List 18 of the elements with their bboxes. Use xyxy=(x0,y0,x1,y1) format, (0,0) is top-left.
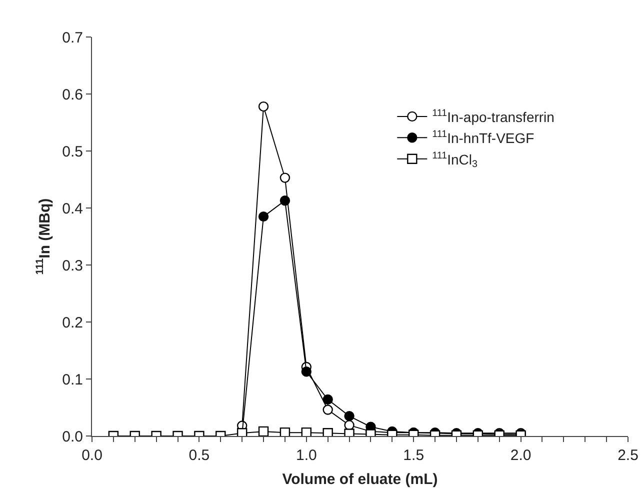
x-tick-label: 2.0 xyxy=(510,447,532,464)
y-tick-label: 0.3 xyxy=(62,257,83,274)
legend-label: $^{111}$InCl$_{3}$ xyxy=(432,150,478,170)
y-tick-label: 0.5 xyxy=(62,143,83,160)
x-tick-label: 0.5 xyxy=(188,447,210,464)
y-tick-label: 0.6 xyxy=(62,86,83,104)
x-axis-title: Volume of eluate (mL) xyxy=(282,471,438,488)
x-tick-label: 0.0 xyxy=(82,447,102,464)
x-tick-label: 2.5 xyxy=(618,447,638,464)
legend-label: $^{111}$In-apo-transferrin xyxy=(432,108,554,125)
y-tick-label: 0.2 xyxy=(62,314,83,332)
y-tick-label: 0.0 xyxy=(62,428,83,446)
y-tick-label: 0.4 xyxy=(62,200,83,218)
x-tick-label: 1.5 xyxy=(403,447,424,464)
y-tick-label: 0.7 xyxy=(62,29,83,46)
legend-label: $^{111}$In-hnTf-VEGF xyxy=(432,129,534,146)
y-tick-label: 0.1 xyxy=(62,371,83,388)
x-tick-label: 1.0 xyxy=(296,447,317,464)
